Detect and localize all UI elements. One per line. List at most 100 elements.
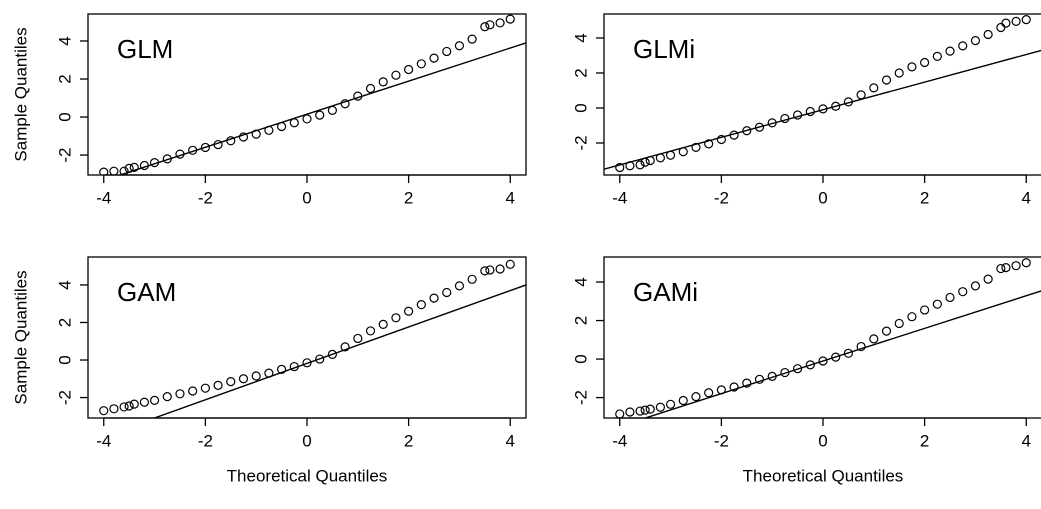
point <box>429 53 439 63</box>
point <box>302 358 312 368</box>
point <box>691 392 701 402</box>
point <box>805 360 815 370</box>
y-tick-label: -2 <box>571 390 590 405</box>
point <box>365 326 376 336</box>
point <box>655 402 666 412</box>
point <box>645 404 655 414</box>
point <box>932 299 942 309</box>
point <box>175 389 185 399</box>
y-tick-label: -2 <box>571 135 590 150</box>
point <box>124 163 134 173</box>
point <box>404 64 414 75</box>
point <box>188 145 198 155</box>
point <box>920 305 930 315</box>
x-tick-label: 4 <box>1022 431 1031 450</box>
x-tick-label: -4 <box>612 188 627 207</box>
point <box>99 167 109 175</box>
point <box>238 132 249 142</box>
point <box>276 364 287 374</box>
point <box>996 22 1006 33</box>
point <box>149 395 160 405</box>
y-tick-label: 4 <box>55 36 74 45</box>
point <box>945 292 955 303</box>
x-tick-label: -2 <box>198 188 213 207</box>
point <box>635 406 645 416</box>
reference-line <box>604 49 1041 170</box>
point <box>640 157 650 167</box>
point <box>213 139 223 150</box>
x-tick-label: -2 <box>198 431 213 450</box>
point <box>665 399 676 409</box>
plot-area <box>99 14 526 175</box>
y-tick-label: 4 <box>571 33 590 42</box>
panel-label: GAMi <box>633 277 698 307</box>
x-tick-label: -4 <box>612 431 627 450</box>
point <box>442 46 452 57</box>
y-tick-label: 4 <box>55 280 74 289</box>
x-tick-label: -2 <box>714 431 729 450</box>
point <box>327 105 338 115</box>
reference-line <box>643 290 1041 418</box>
point <box>1021 15 1031 25</box>
point <box>615 409 625 418</box>
point <box>109 404 119 414</box>
point <box>454 41 465 51</box>
point <box>353 333 363 344</box>
y-tick-label: -2 <box>55 390 74 405</box>
point <box>831 352 841 362</box>
point <box>162 154 172 164</box>
point <box>404 306 414 316</box>
point <box>983 274 993 284</box>
point <box>625 407 635 417</box>
point <box>391 313 401 323</box>
x-tick-label: -4 <box>96 188 111 207</box>
y-tick-label: 0 <box>55 355 74 364</box>
x-axis-title: Theoretical Quantiles <box>227 466 388 485</box>
x-tick-label: 0 <box>302 188 311 207</box>
point <box>831 101 841 111</box>
y-axis-title: Sample Quantiles <box>11 27 30 161</box>
point <box>505 14 515 24</box>
x-tick-label: 2 <box>404 431 413 450</box>
point <box>1021 258 1031 268</box>
point <box>678 395 688 406</box>
point <box>1001 262 1011 273</box>
point <box>289 361 299 372</box>
point <box>416 59 426 69</box>
point <box>729 130 739 140</box>
x-tick-label: -4 <box>96 431 111 450</box>
point <box>856 90 866 100</box>
point <box>139 160 150 171</box>
point <box>767 371 777 382</box>
point <box>640 405 650 415</box>
point <box>958 287 968 297</box>
x-axis-title: Theoretical Quantiles <box>743 466 904 485</box>
point <box>200 142 210 153</box>
point <box>378 77 388 87</box>
point <box>495 18 505 28</box>
x-tick-label: 0 <box>818 188 827 207</box>
x-tick-label: 4 <box>506 431 515 450</box>
point <box>391 70 401 80</box>
point <box>226 376 236 387</box>
point <box>792 110 803 120</box>
point <box>907 312 917 322</box>
point <box>881 326 892 336</box>
point <box>442 287 452 298</box>
x-tick-label: 0 <box>302 431 311 450</box>
point <box>869 83 879 93</box>
point <box>742 126 752 136</box>
point <box>302 114 312 124</box>
y-tick-label: 2 <box>571 316 590 325</box>
point <box>340 342 350 352</box>
point <box>238 374 249 384</box>
point <box>894 68 904 78</box>
point <box>139 397 150 407</box>
point <box>340 99 350 109</box>
point <box>188 386 198 396</box>
point <box>691 142 701 152</box>
panel: -4 -2 0 2 4 -2 0 2 4 Sample Quantiles Theoretical … <box>11 256 527 485</box>
point <box>780 113 790 124</box>
point <box>729 382 739 392</box>
